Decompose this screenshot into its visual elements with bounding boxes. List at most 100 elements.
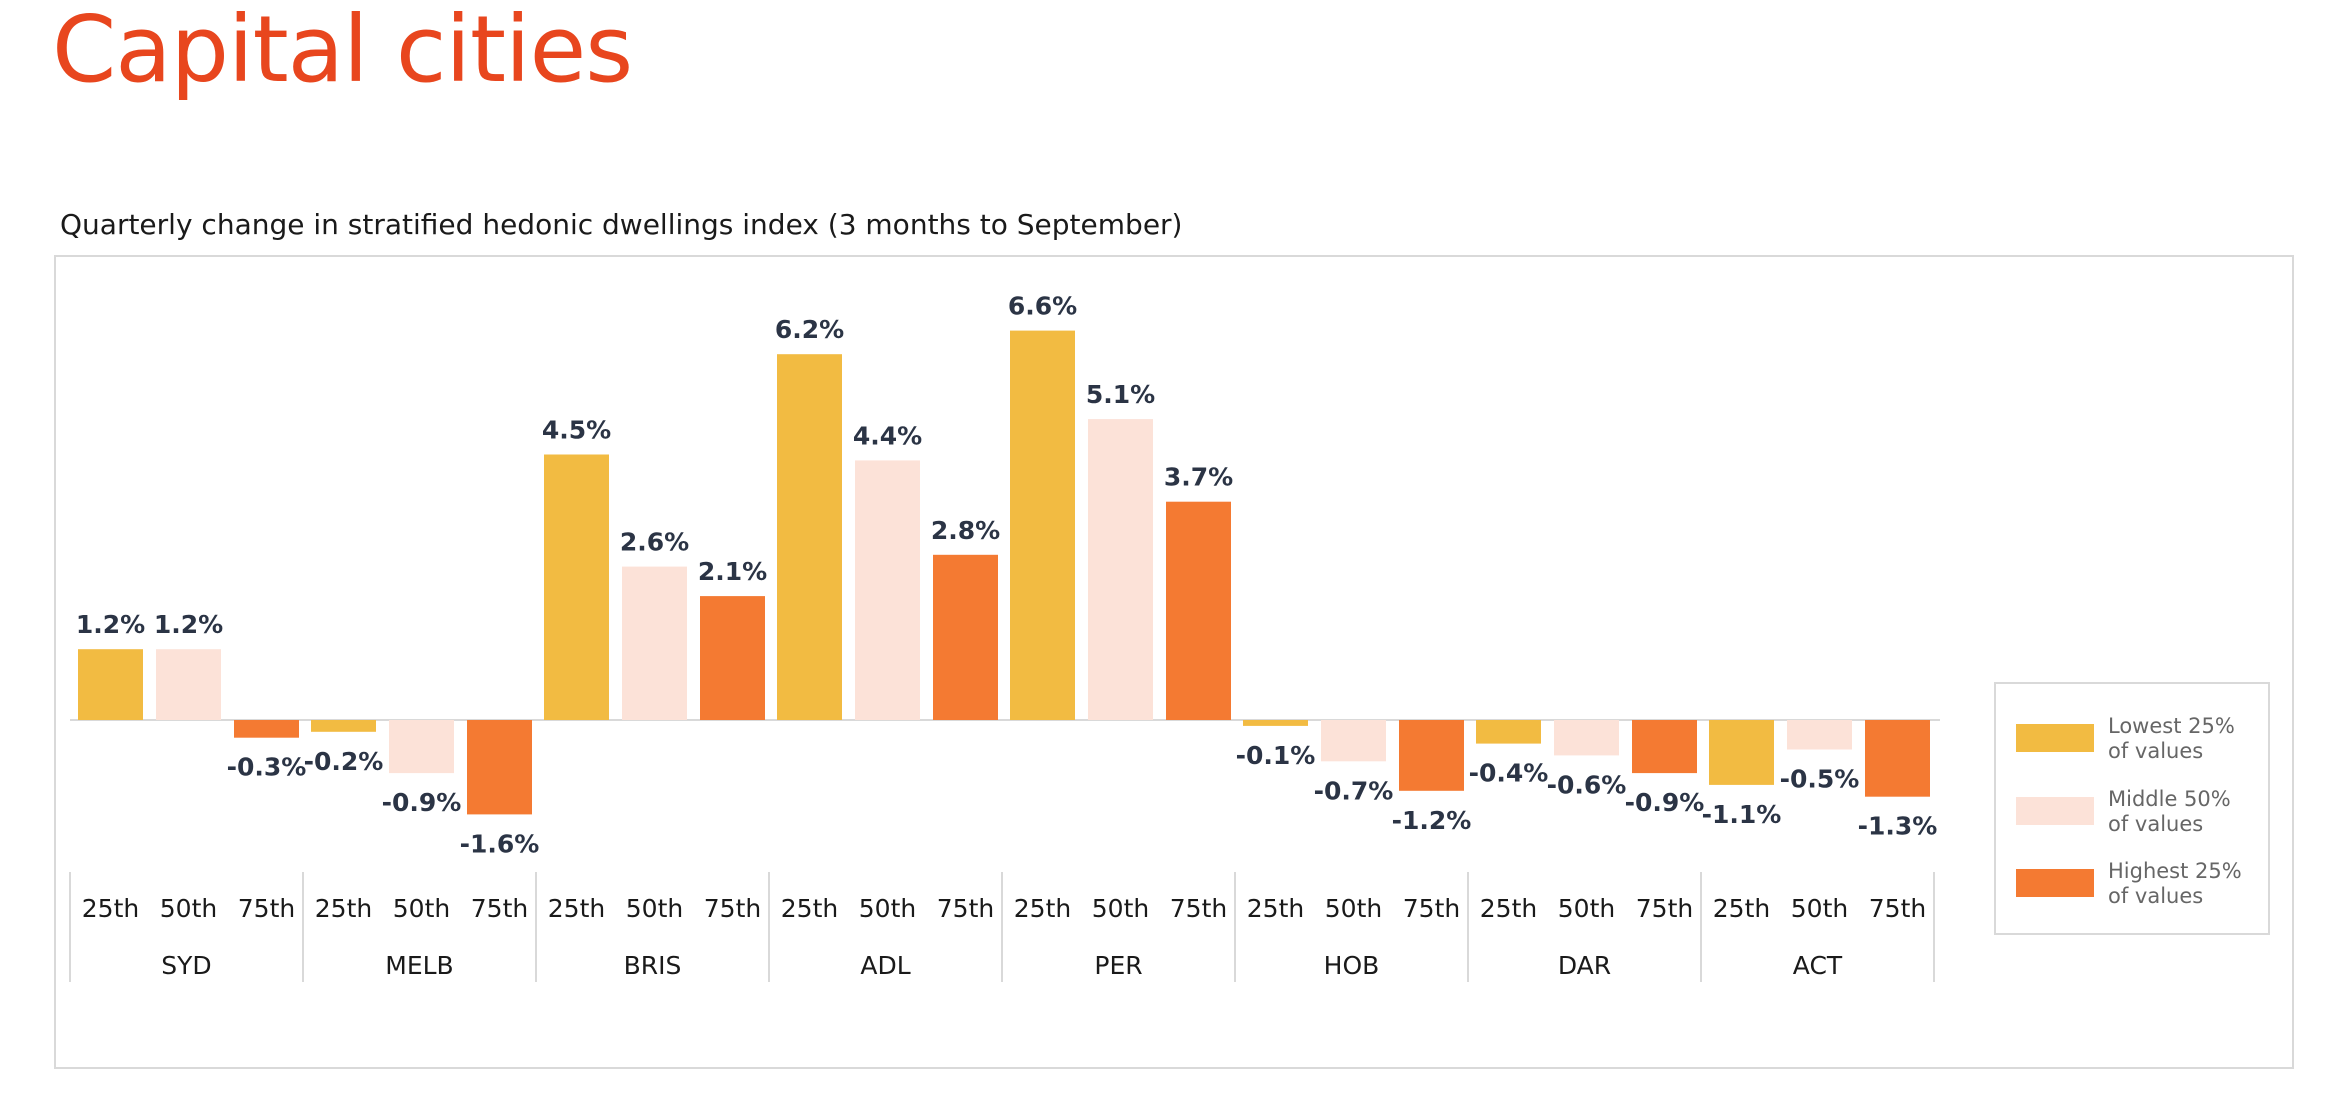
bar (78, 649, 143, 720)
data-label: 4.4% (853, 421, 922, 450)
legend-swatch-middle (2016, 797, 2094, 825)
subcategory-tick-label: 50th (859, 894, 916, 923)
data-label: -1.6% (460, 829, 540, 858)
legend-label-line2: of values (2108, 739, 2204, 763)
data-label: 2.6% (620, 528, 689, 557)
legend-item-highest: Highest 25% of values (2016, 859, 2256, 919)
subcategory-tick-label: 25th (1713, 894, 1770, 923)
data-label: 4.5% (542, 416, 611, 445)
subcategory-tick-label: 50th (393, 894, 450, 923)
bar (1088, 419, 1153, 720)
data-label: -0.9% (1625, 788, 1705, 817)
legend-swatch-lowest (2016, 724, 2094, 752)
subcategory-tick-label: 25th (315, 894, 372, 923)
bar (1865, 720, 1930, 797)
legend-label-lowest: Lowest 25% of values (2108, 714, 2258, 764)
group-tick-label: BRIS (624, 951, 682, 980)
legend-label-highest: Highest 25% of values (2108, 859, 2258, 909)
bar (1476, 720, 1541, 744)
subcategory-tick-label: 25th (548, 894, 605, 923)
subcategory-tick-label: 25th (781, 894, 838, 923)
group-tick-label: HOB (1324, 951, 1380, 980)
bar (234, 720, 299, 738)
bar (544, 454, 609, 720)
data-label: -0.5% (1780, 765, 1860, 794)
bar (1787, 720, 1852, 750)
data-label: 6.2% (775, 315, 844, 344)
subcategory-tick-label: 50th (1092, 894, 1149, 923)
bar (622, 566, 687, 720)
data-label: -1.1% (1702, 800, 1782, 829)
subcategory-tick-label: 75th (1403, 894, 1460, 923)
bar (933, 554, 998, 720)
bar (1554, 720, 1619, 756)
bar (1166, 501, 1231, 720)
bar (1243, 720, 1308, 726)
bar (700, 596, 765, 720)
bar (467, 720, 532, 815)
legend-label-line2: of values (2108, 884, 2204, 908)
group-tick-label: ADL (860, 951, 910, 980)
group-tick-label: MELB (385, 951, 453, 980)
bar (777, 354, 842, 720)
subcategory-tick-label: 25th (1480, 894, 1537, 923)
data-label: -0.7% (1314, 776, 1394, 805)
data-label: -1.3% (1858, 812, 1938, 841)
group-tick-label: PER (1094, 951, 1142, 980)
chart-frame (54, 255, 2294, 1069)
page-title: Capital cities (52, 0, 633, 103)
data-label: 3.7% (1164, 463, 1233, 492)
data-label: 5.1% (1086, 380, 1155, 409)
subcategory-tick-label: 25th (1014, 894, 1071, 923)
subcategory-tick-label: 75th (1636, 894, 1693, 923)
legend-item-middle: Middle 50% of values (2016, 787, 2256, 847)
subcategory-tick-label: 25th (82, 894, 139, 923)
bar (311, 720, 376, 732)
subcategory-tick-label: 50th (160, 894, 217, 923)
legend: Lowest 25% of values Middle 50% of value… (1994, 682, 2270, 935)
group-tick-label: SYD (161, 951, 211, 980)
data-label: 1.2% (76, 610, 145, 639)
bar (389, 720, 454, 774)
bar (156, 649, 221, 720)
subcategory-tick-label: 50th (626, 894, 683, 923)
subcategory-tick-label: 75th (1869, 894, 1926, 923)
legend-label-line1: Highest 25% (2108, 859, 2242, 883)
data-label: -0.6% (1547, 770, 1627, 799)
legend-label-line1: Lowest 25% (2108, 714, 2235, 738)
data-label: -0.1% (1236, 741, 1316, 770)
data-label: -0.4% (1469, 759, 1549, 788)
group-tick-label: ACT (1793, 951, 1843, 980)
legend-swatch-highest (2016, 869, 2094, 897)
data-label: -1.2% (1392, 806, 1472, 835)
data-label: -0.2% (304, 747, 384, 776)
bar (1709, 720, 1774, 785)
bar (1321, 720, 1386, 762)
subcategory-tick-label: 75th (704, 894, 761, 923)
subcategory-tick-label: 50th (1791, 894, 1848, 923)
chart-title: Quarterly change in stratified hedonic d… (60, 208, 1183, 241)
subcategory-tick-label: 75th (937, 894, 994, 923)
subcategory-tick-label: 50th (1558, 894, 1615, 923)
data-label: 2.8% (931, 516, 1000, 545)
data-label: 6.6% (1008, 292, 1077, 321)
legend-label-middle: Middle 50% of values (2108, 787, 2258, 837)
legend-item-lowest: Lowest 25% of values (2016, 714, 2256, 774)
subcategory-tick-label: 75th (238, 894, 295, 923)
bar (1010, 330, 1075, 720)
subcategory-tick-label: 25th (1247, 894, 1304, 923)
legend-label-line2: of values (2108, 812, 2204, 836)
subcategory-tick-label: 75th (1170, 894, 1227, 923)
data-label: -0.9% (382, 788, 462, 817)
bar (1632, 720, 1697, 774)
data-label: 2.1% (698, 557, 767, 586)
data-label: 1.2% (154, 610, 223, 639)
group-tick-label: DAR (1558, 951, 1611, 980)
legend-label-line1: Middle 50% (2108, 787, 2231, 811)
subcategory-tick-label: 50th (1325, 894, 1382, 923)
subcategory-tick-label: 75th (471, 894, 528, 923)
bar (1399, 720, 1464, 791)
bar (855, 460, 920, 720)
data-label: -0.3% (227, 753, 307, 782)
